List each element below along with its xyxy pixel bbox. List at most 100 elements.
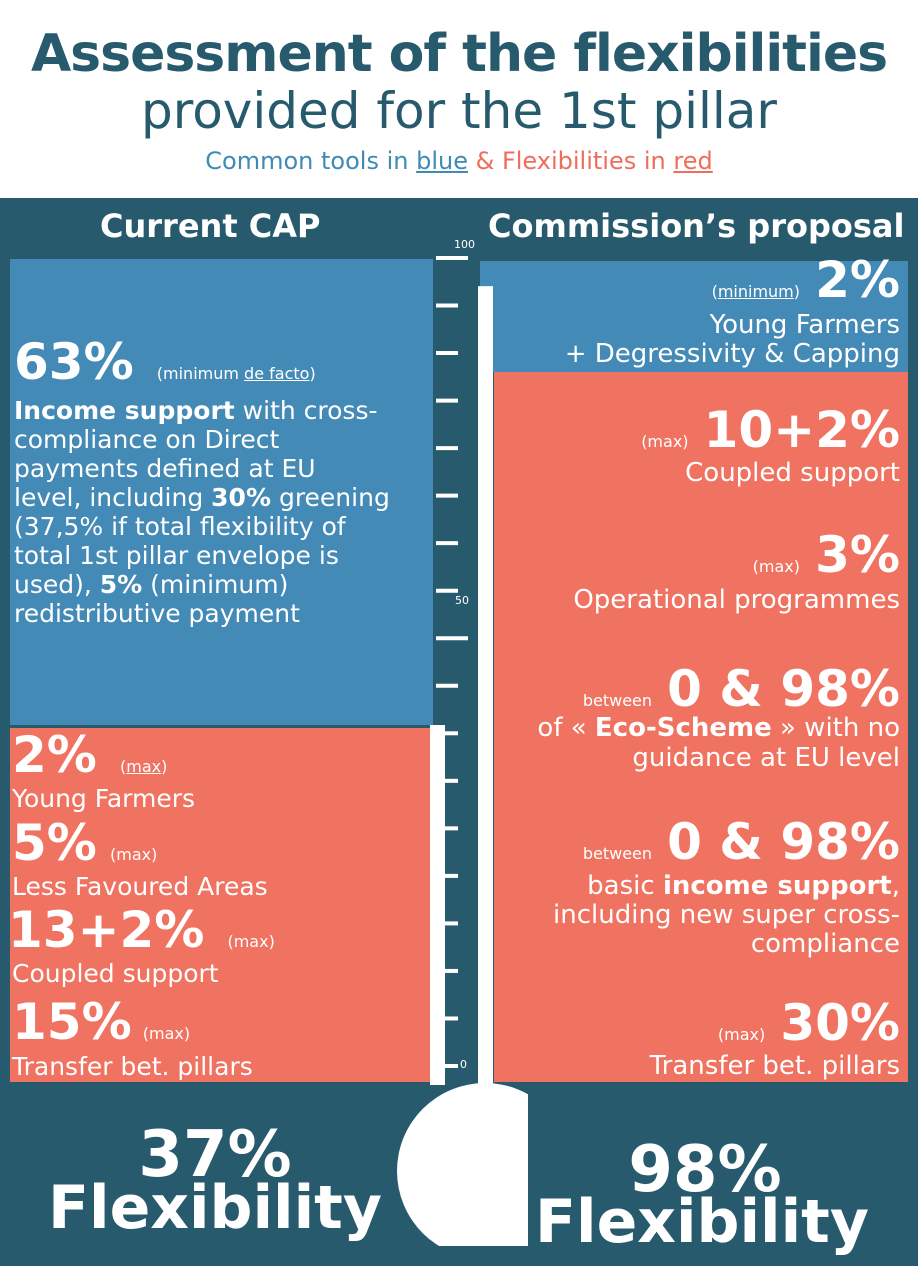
proposal-transfer-qualifier: (max) — [717, 1025, 766, 1044]
proposal-young-line-2: + Degressivity & Capping — [564, 339, 900, 369]
proposal-basic-qualifier: between — [582, 844, 653, 863]
legend-red-word: red — [673, 147, 713, 175]
header-band — [0, 0, 918, 198]
proposal-eco-pct: 0 & 98% — [667, 660, 900, 718]
current-flex-panel — [10, 728, 433, 1082]
proposal-basic-line-2: including new super cross- — [553, 900, 900, 930]
proposal-flex-total-word: Flexibility — [535, 1187, 869, 1257]
current-cap-heading: Current CAP — [100, 207, 321, 245]
income-line-8: redistributive payment — [14, 599, 300, 628]
income-l4-pre: level, including — [14, 483, 212, 512]
qualifier-defacto: de facto — [244, 364, 310, 383]
current-transfer-qualifier: (max) — [142, 1024, 191, 1043]
current-young-qual-word: max — [126, 757, 162, 776]
current-coupled-label: Coupled support — [12, 959, 219, 988]
income-line-7: used), 5% (minimum) — [14, 570, 434, 599]
income-l7-post: (minimum) — [142, 570, 289, 599]
proposal-transfer-header: (max) 30% — [718, 998, 900, 1048]
current-transfer-header: 15% (max) — [12, 997, 190, 1047]
income-line-2: compliance on Direct — [14, 425, 280, 454]
income-line-6: total 1st pillar envelope is — [14, 541, 339, 570]
legend-text-2: & Flexibilities in — [467, 147, 674, 175]
income-line-1: Income support with cross- — [14, 396, 434, 425]
proposal-young-qual-word: minimum — [717, 282, 794, 301]
proposal-young-pct: 2% — [815, 251, 900, 309]
current-coupled-header: 13+2% (max) — [8, 905, 275, 955]
eco-l1-pre: of « — [537, 713, 595, 743]
proposal-flex-panel — [494, 372, 908, 1082]
gauge-label-50: 50 — [455, 594, 469, 607]
current-coupled-qualifier: (max) — [227, 932, 275, 951]
gauge-label-0: 0 — [460, 1058, 467, 1071]
proposal-flex-total-pct: 98% — [628, 1133, 782, 1207]
current-transfer-label: Transfer bet. pillars — [12, 1052, 253, 1081]
page-subtitle: provided for the 1st pillar — [141, 82, 777, 140]
proposal-eco-qualifier: between — [582, 691, 653, 710]
page-title: Assessment of the flexibilities — [30, 24, 888, 84]
current-young-header: 2% (max) — [12, 730, 167, 780]
current-lfa-pct: 5% — [12, 814, 97, 872]
income-bold: Income support — [14, 396, 235, 425]
current-income-header: 63% (minimum de facto) — [14, 337, 316, 387]
current-young-label: Young Farmers — [12, 784, 196, 813]
current-lfa-header: 5% (max) — [12, 818, 157, 868]
income-line-4: level, including 30% greening — [14, 483, 434, 512]
basic-l1-bold: income support — [662, 871, 892, 901]
current-income-pct: 63% — [14, 333, 134, 391]
current-lfa-label: Less Favoured Areas — [12, 872, 268, 901]
current-flex-total-pct: 37% — [138, 1118, 292, 1192]
proposal-coupled-qualifier: (max) — [641, 432, 689, 451]
legend-text-1: Common tools in — [205, 147, 417, 175]
proposal-coupled-header: (max) 10+2% — [641, 405, 900, 455]
qualifier-post: ) — [309, 364, 316, 383]
current-transfer-pct: 15% — [12, 993, 132, 1051]
income-line-3: payments defined at EU — [14, 454, 316, 483]
gauge-label-100: 100 — [454, 238, 475, 251]
income-line-5: (37,5% if total flexibility of — [14, 512, 346, 541]
proposal-transfer-pct: 30% — [780, 994, 900, 1052]
proposal-basic-pct: 0 & 98% — [667, 813, 900, 871]
gauge-ticks — [436, 256, 468, 1068]
current-income-description: Income support with cross- compliance on… — [14, 396, 434, 628]
proposal-operational-qualifier: (max) — [752, 557, 801, 576]
proposal-basic-header: between 0 & 98% — [583, 817, 900, 867]
income-l7-pre: used), — [14, 570, 100, 599]
thermometer-fill — [478, 286, 493, 1096]
proposal-basic-line-1: basic income support, — [587, 871, 900, 901]
basic-l1-pre: basic — [587, 871, 663, 901]
eco-l1-bold: Eco-Scheme — [594, 713, 772, 743]
legend-blue-word: blue — [416, 147, 468, 175]
income-l7-bold: 5% — [99, 570, 143, 599]
proposal-basic-line-3: compliance — [750, 929, 900, 959]
proposal-transfer-label: Transfer bet. pillars — [649, 1051, 900, 1081]
income-l4-post: greening — [271, 483, 390, 512]
thermometer-bulb — [397, 1083, 528, 1246]
thermometer-gauge: 100 50 0 — [397, 238, 528, 1246]
proposal-eco-line-2: guidance at EU level — [632, 743, 900, 773]
proposal-coupled-label: Coupled support — [685, 458, 900, 488]
proposal-coupled-pct: 10+2% — [703, 401, 900, 459]
current-young-qualifier: (max) — [119, 757, 168, 776]
proposal-young-line-1: Young Farmers — [709, 310, 900, 340]
current-young-pct: 2% — [12, 726, 97, 784]
basic-l1-post: , — [891, 871, 900, 901]
proposal-heading: Commission’s proposal — [488, 207, 905, 245]
current-income-panel — [10, 259, 433, 725]
current-flex-total-word: Flexibility — [48, 1173, 382, 1243]
qualifier-pre: (minimum — [156, 364, 245, 383]
income-l4-bold: 30% — [211, 483, 271, 512]
proposal-young-qualifier: (minimum) — [711, 282, 801, 301]
proposal-operational-pct: 3% — [815, 526, 900, 584]
proposal-young-panel — [480, 261, 908, 372]
proposal-operational-label: Operational programmes — [573, 585, 900, 615]
proposal-young-header: (minimum) 2% — [712, 255, 900, 305]
proposal-operational-header: (max) 3% — [753, 530, 900, 580]
eco-l1-post: » with no — [771, 713, 900, 743]
income-l1-rest: with cross- — [234, 396, 378, 425]
proposal-eco-header: between 0 & 98% — [583, 664, 900, 714]
current-coupled-pct: 13+2% — [8, 901, 205, 959]
proposal-eco-line-1: of « Eco-Scheme » with no — [537, 713, 900, 743]
color-legend: Common tools in blue & Flexibilities in … — [0, 147, 918, 175]
thermometer-left-tube — [430, 725, 445, 1085]
current-lfa-qualifier: (max) — [109, 845, 158, 864]
